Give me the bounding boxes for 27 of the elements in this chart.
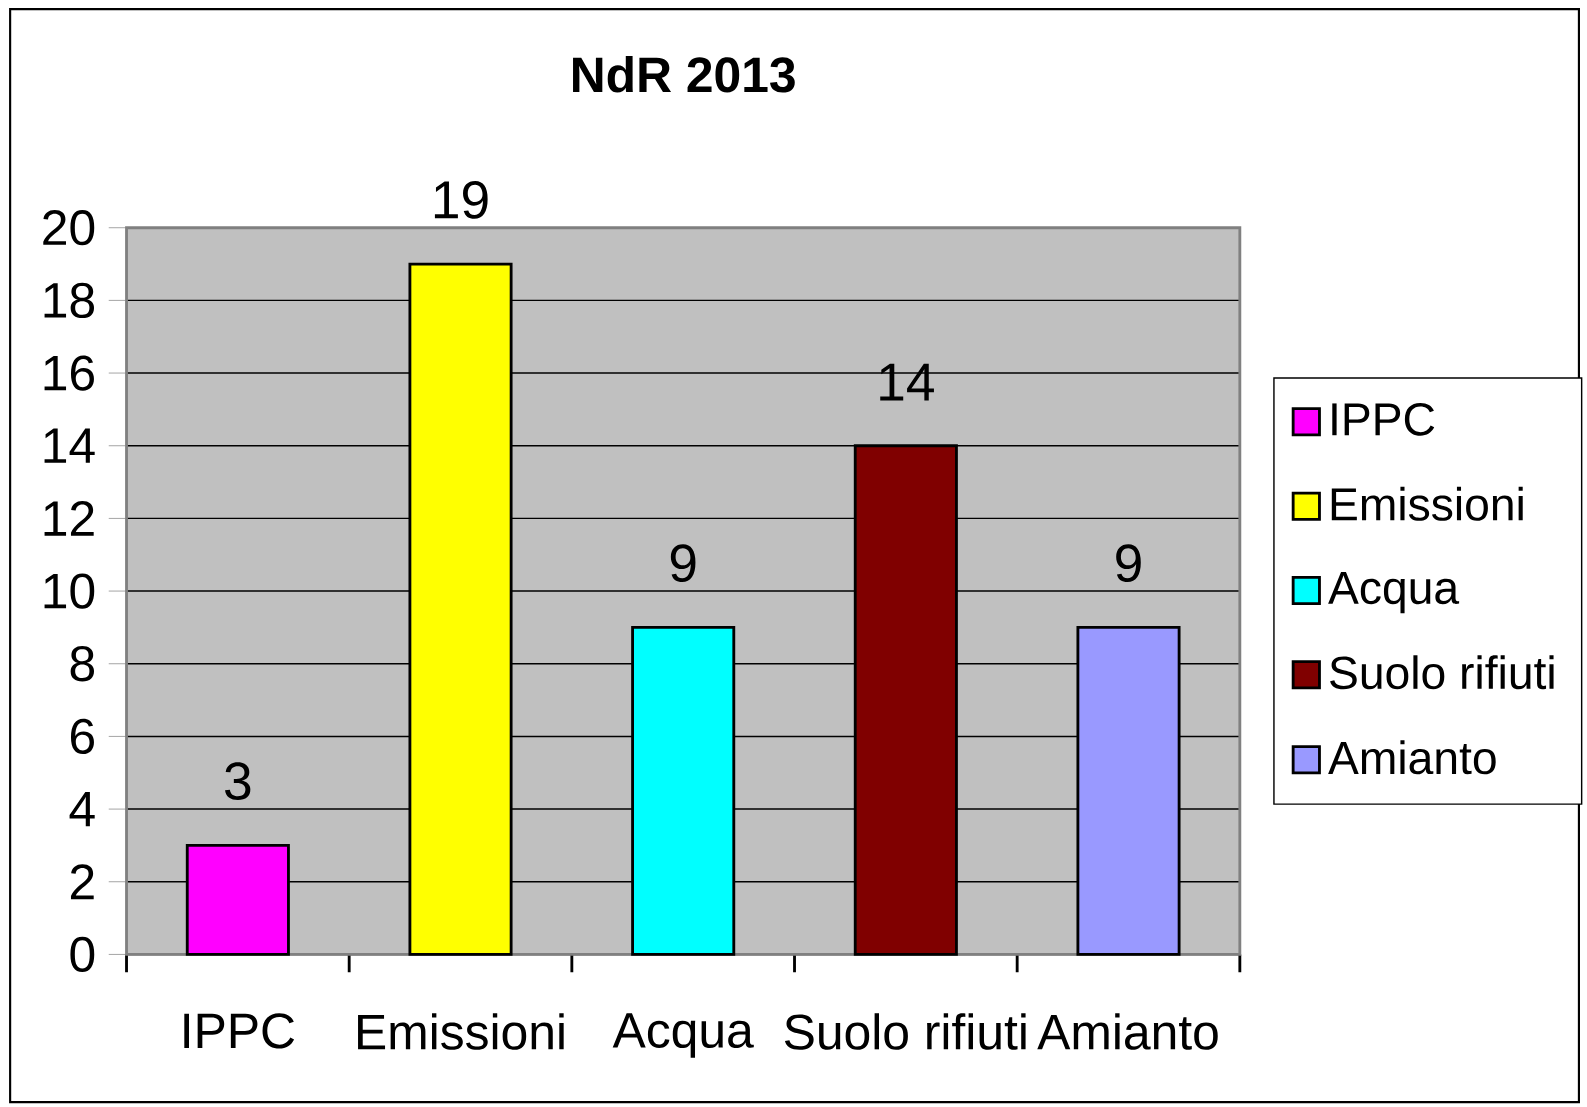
y-tick-label: 2 xyxy=(70,864,94,900)
legend-label: Suolo rifiuti xyxy=(1330,655,1554,690)
y-tick-label: 20 xyxy=(43,209,95,246)
x-tick-label: Suolo rifiuti xyxy=(784,1013,1026,1050)
y-tick-label: 10 xyxy=(44,573,95,609)
data-label: 3 xyxy=(225,762,251,800)
legend-label: Amianto xyxy=(1328,740,1496,775)
y-tick-label: 18 xyxy=(44,282,95,318)
data-label: 9 xyxy=(1116,544,1141,582)
x-tick-label: Acqua xyxy=(612,1013,754,1058)
x-tick-label: IPPC xyxy=(184,1013,295,1049)
y-tick-label: 4 xyxy=(69,791,95,827)
x-tick-label: Amianto xyxy=(1037,1013,1218,1050)
legend-label: Acqua xyxy=(1328,571,1460,614)
y-tick-label: 0 xyxy=(70,936,95,972)
x-tick-label: Emissioni xyxy=(358,1013,564,1050)
chart-title: NdR 2013 xyxy=(573,55,795,93)
y-tick-label: 8 xyxy=(70,645,95,682)
legend-label: Emissioni xyxy=(1331,486,1523,521)
y-tick-label: 6 xyxy=(70,718,94,754)
data-label: 14 xyxy=(880,363,934,401)
y-tick-label: 14 xyxy=(44,428,95,463)
y-tick-label: 16 xyxy=(44,355,94,391)
data-label: 19 xyxy=(434,180,488,219)
legend-label: IPPC xyxy=(1332,402,1435,436)
data-label: 9 xyxy=(670,544,696,582)
y-tick-label: 12 xyxy=(44,500,94,536)
